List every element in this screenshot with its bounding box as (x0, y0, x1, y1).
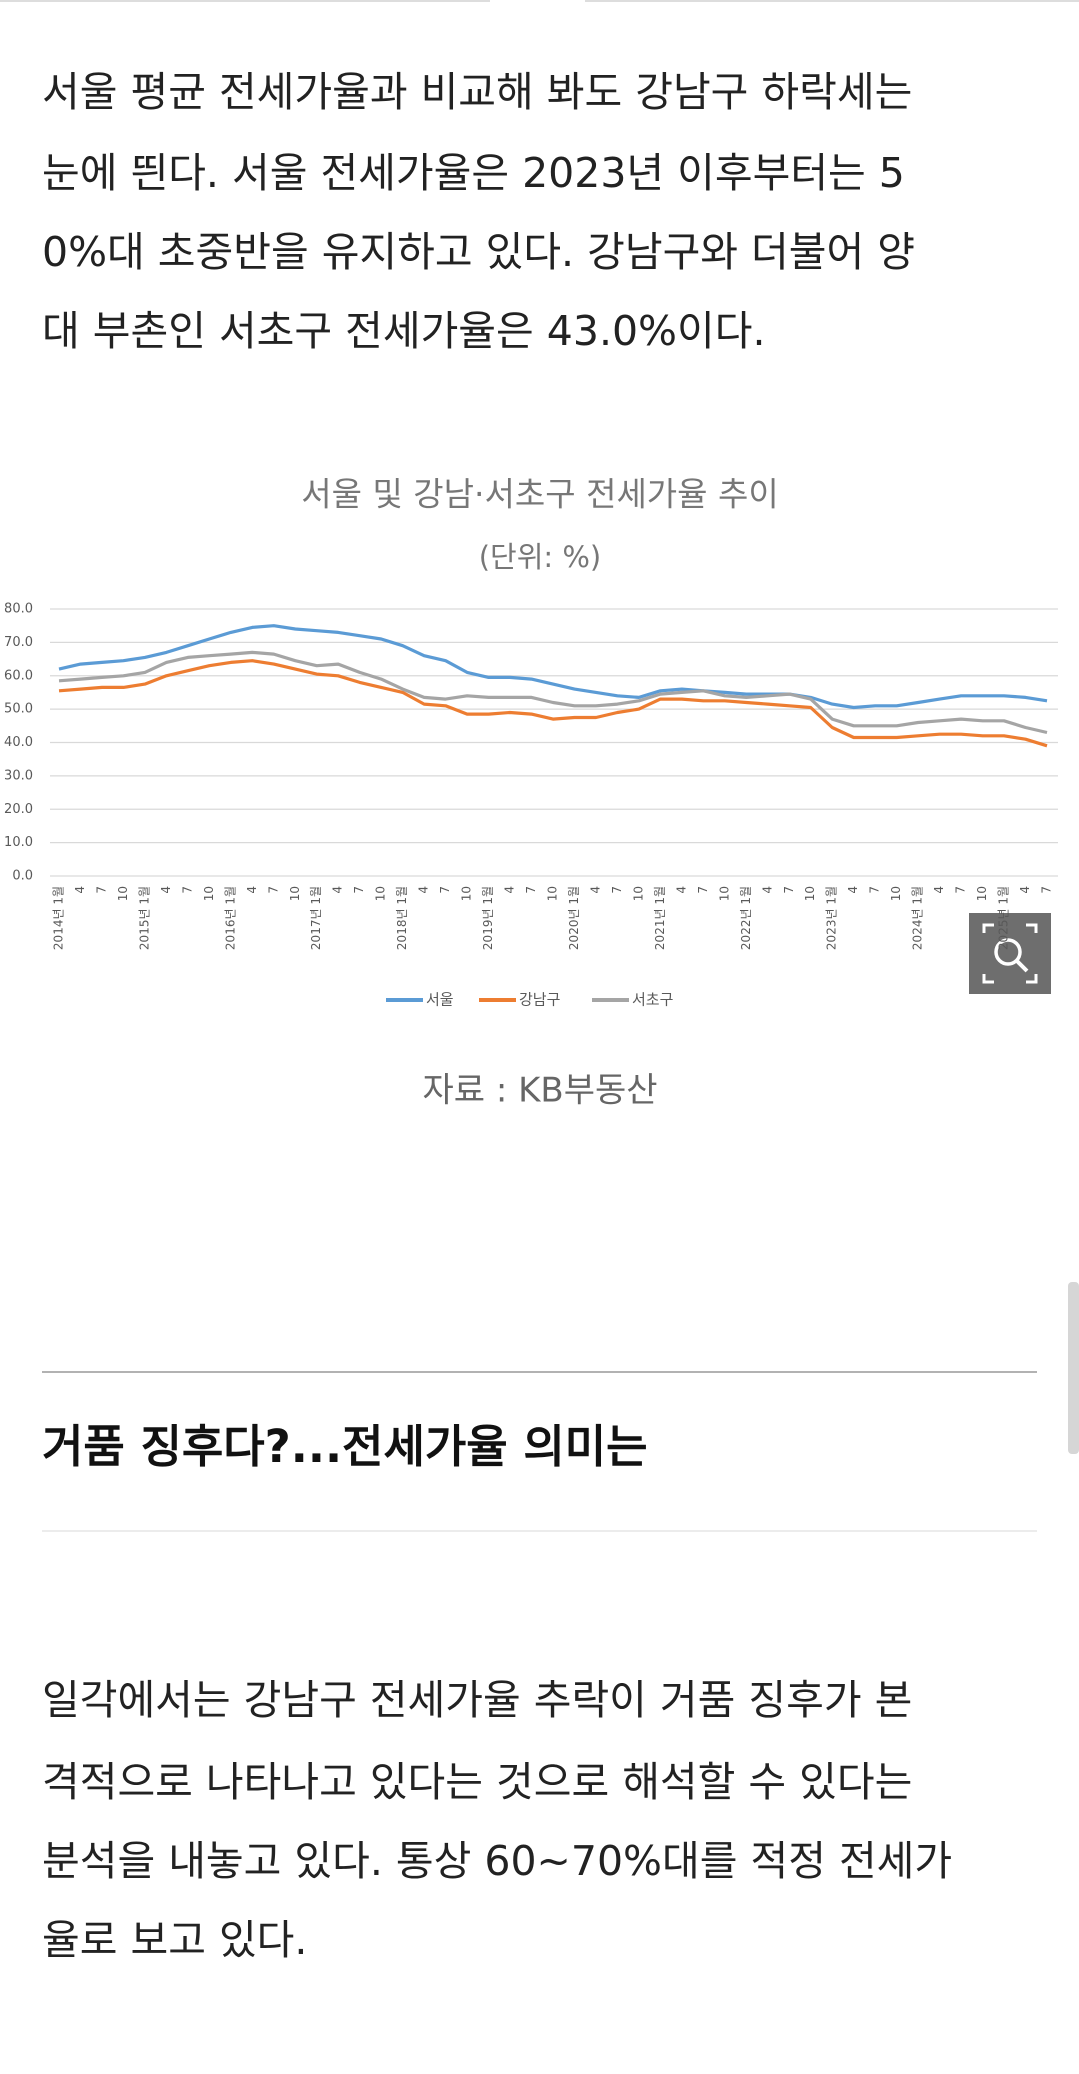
y-tick-label: 20.0 (4, 802, 33, 817)
y-tick-label: 60.0 (4, 668, 33, 683)
x-tick-label: 7 (610, 886, 624, 894)
x-tick-label: 2023년 1월 (825, 886, 839, 950)
x-tick-label: 4 (245, 886, 259, 894)
x-tick-label: 10 (546, 886, 560, 901)
x-tick-label: 4 (588, 886, 602, 894)
x-tick-label: 7 (868, 886, 882, 894)
zoom-button[interactable] (969, 913, 1051, 994)
legend-label: 서울 (426, 991, 454, 1009)
x-tick-label: 2022년 1월 (739, 886, 753, 950)
x-tick-label: 10 (631, 886, 645, 901)
zoom-handle (1015, 959, 1029, 973)
x-tick-label: 7 (352, 886, 366, 894)
zoom-lens (994, 938, 1022, 966)
x-tick-label: 2020년 1월 (567, 886, 581, 950)
x-tick-label: 10 (374, 886, 388, 901)
x-tick-label: 7 (782, 886, 796, 894)
x-tick-label: 10 (460, 886, 474, 901)
series-line (58, 659, 1048, 748)
x-tick-label: 2014년 1월 (52, 886, 66, 950)
paragraph-line: 눈에 띈다. 서울 전세가율은 2023년 이후부터는 5 (42, 149, 905, 197)
x-tick-label: 4 (331, 886, 345, 894)
x-tick-label: 7 (696, 886, 710, 894)
x-tick-label: 7 (954, 886, 968, 894)
x-tick-label: 10 (288, 886, 302, 901)
legend-label: 서초구 (632, 991, 673, 1009)
y-tick-label: 70.0 (4, 635, 33, 650)
paragraph-line: 서울 평균 전세가율과 비교해 봐도 강남구 하락세는 (42, 68, 912, 116)
x-tick-label: 7 (438, 886, 452, 894)
x-tick-label: 10 (717, 886, 731, 901)
x-tick-label: 10 (202, 886, 216, 901)
paragraph-line: 대 부촌인 서초구 전세가율은 43.0%이다. (42, 307, 766, 355)
series-line (58, 624, 1048, 710)
chart-title: 서울 및 강남·서초구 전세가율 추이 (301, 475, 779, 514)
paragraph-line: 격적으로 나타나고 있다는 것으로 해석할 수 있다는 (42, 1758, 912, 1806)
x-tick-label: 2015년 1월 (137, 886, 151, 950)
x-tick-label: 4 (503, 886, 517, 894)
x-tick-label: 2017년 1월 (309, 886, 323, 950)
x-tick-label: 4 (159, 886, 173, 894)
x-tick-label: 2021년 1월 (653, 886, 667, 950)
zoom-corners (982, 923, 1038, 984)
x-tick-label: 7 (1040, 886, 1054, 894)
x-tick-label: 2016년 1월 (223, 886, 237, 950)
paragraph-line: 율로 보고 있다. (42, 1916, 307, 1964)
x-tick-label: 4 (846, 886, 860, 894)
scrollbar[interactable] (1068, 1282, 1079, 1454)
x-tick-label: 2018년 1월 (395, 886, 409, 950)
x-tick-label: 10 (889, 886, 903, 901)
y-tick-label: 10.0 (4, 835, 33, 850)
section-heading: 거품 징후다?...전세가율 의미는 (42, 1420, 648, 1473)
x-tick-label: 10 (116, 886, 130, 901)
paragraph-line: 일각에서는 강남구 전세가율 추락이 거품 징후가 본 (42, 1676, 912, 1724)
legend-label: 강남구 (519, 991, 560, 1009)
x-tick-label: 10 (803, 886, 817, 901)
paragraph-line: 분석을 내놓고 있다. 통상 60~70%대를 적정 전세가 (42, 1837, 952, 1885)
y-tick-label: 80.0 (4, 602, 33, 617)
x-tick-label: 4 (1018, 886, 1032, 894)
y-tick-label: 50.0 (4, 702, 33, 717)
x-tick-label: 4 (674, 886, 688, 894)
x-tick-label: 7 (266, 886, 280, 894)
x-tick-label: 10 (975, 886, 989, 901)
chart-source: 자료 : KB부동산 (422, 1071, 657, 1111)
x-tick-label: 4 (417, 886, 431, 894)
y-tick-label: 40.0 (4, 735, 33, 750)
chart-subtitle: (단위: %) (479, 540, 602, 574)
x-tick-label: 2025년 1월 (997, 886, 1011, 950)
x-tick-label: 2019년 1월 (481, 886, 495, 950)
x-tick-label: 4 (73, 886, 87, 894)
x-tick-label: 4 (932, 886, 946, 894)
y-tick-label: 30.0 (4, 768, 33, 783)
x-tick-label: 7 (180, 886, 194, 894)
series-line (58, 650, 1048, 735)
y-tick-label: 0.0 (12, 869, 33, 884)
x-tick-label: 7 (94, 886, 108, 894)
x-tick-label: 2024년 1월 (911, 886, 925, 950)
x-tick-label: 4 (760, 886, 774, 894)
x-tick-label: 7 (524, 886, 538, 894)
paragraph-line: 0%대 초중반을 유지하고 있다. 강남구와 더불어 양 (42, 228, 915, 276)
